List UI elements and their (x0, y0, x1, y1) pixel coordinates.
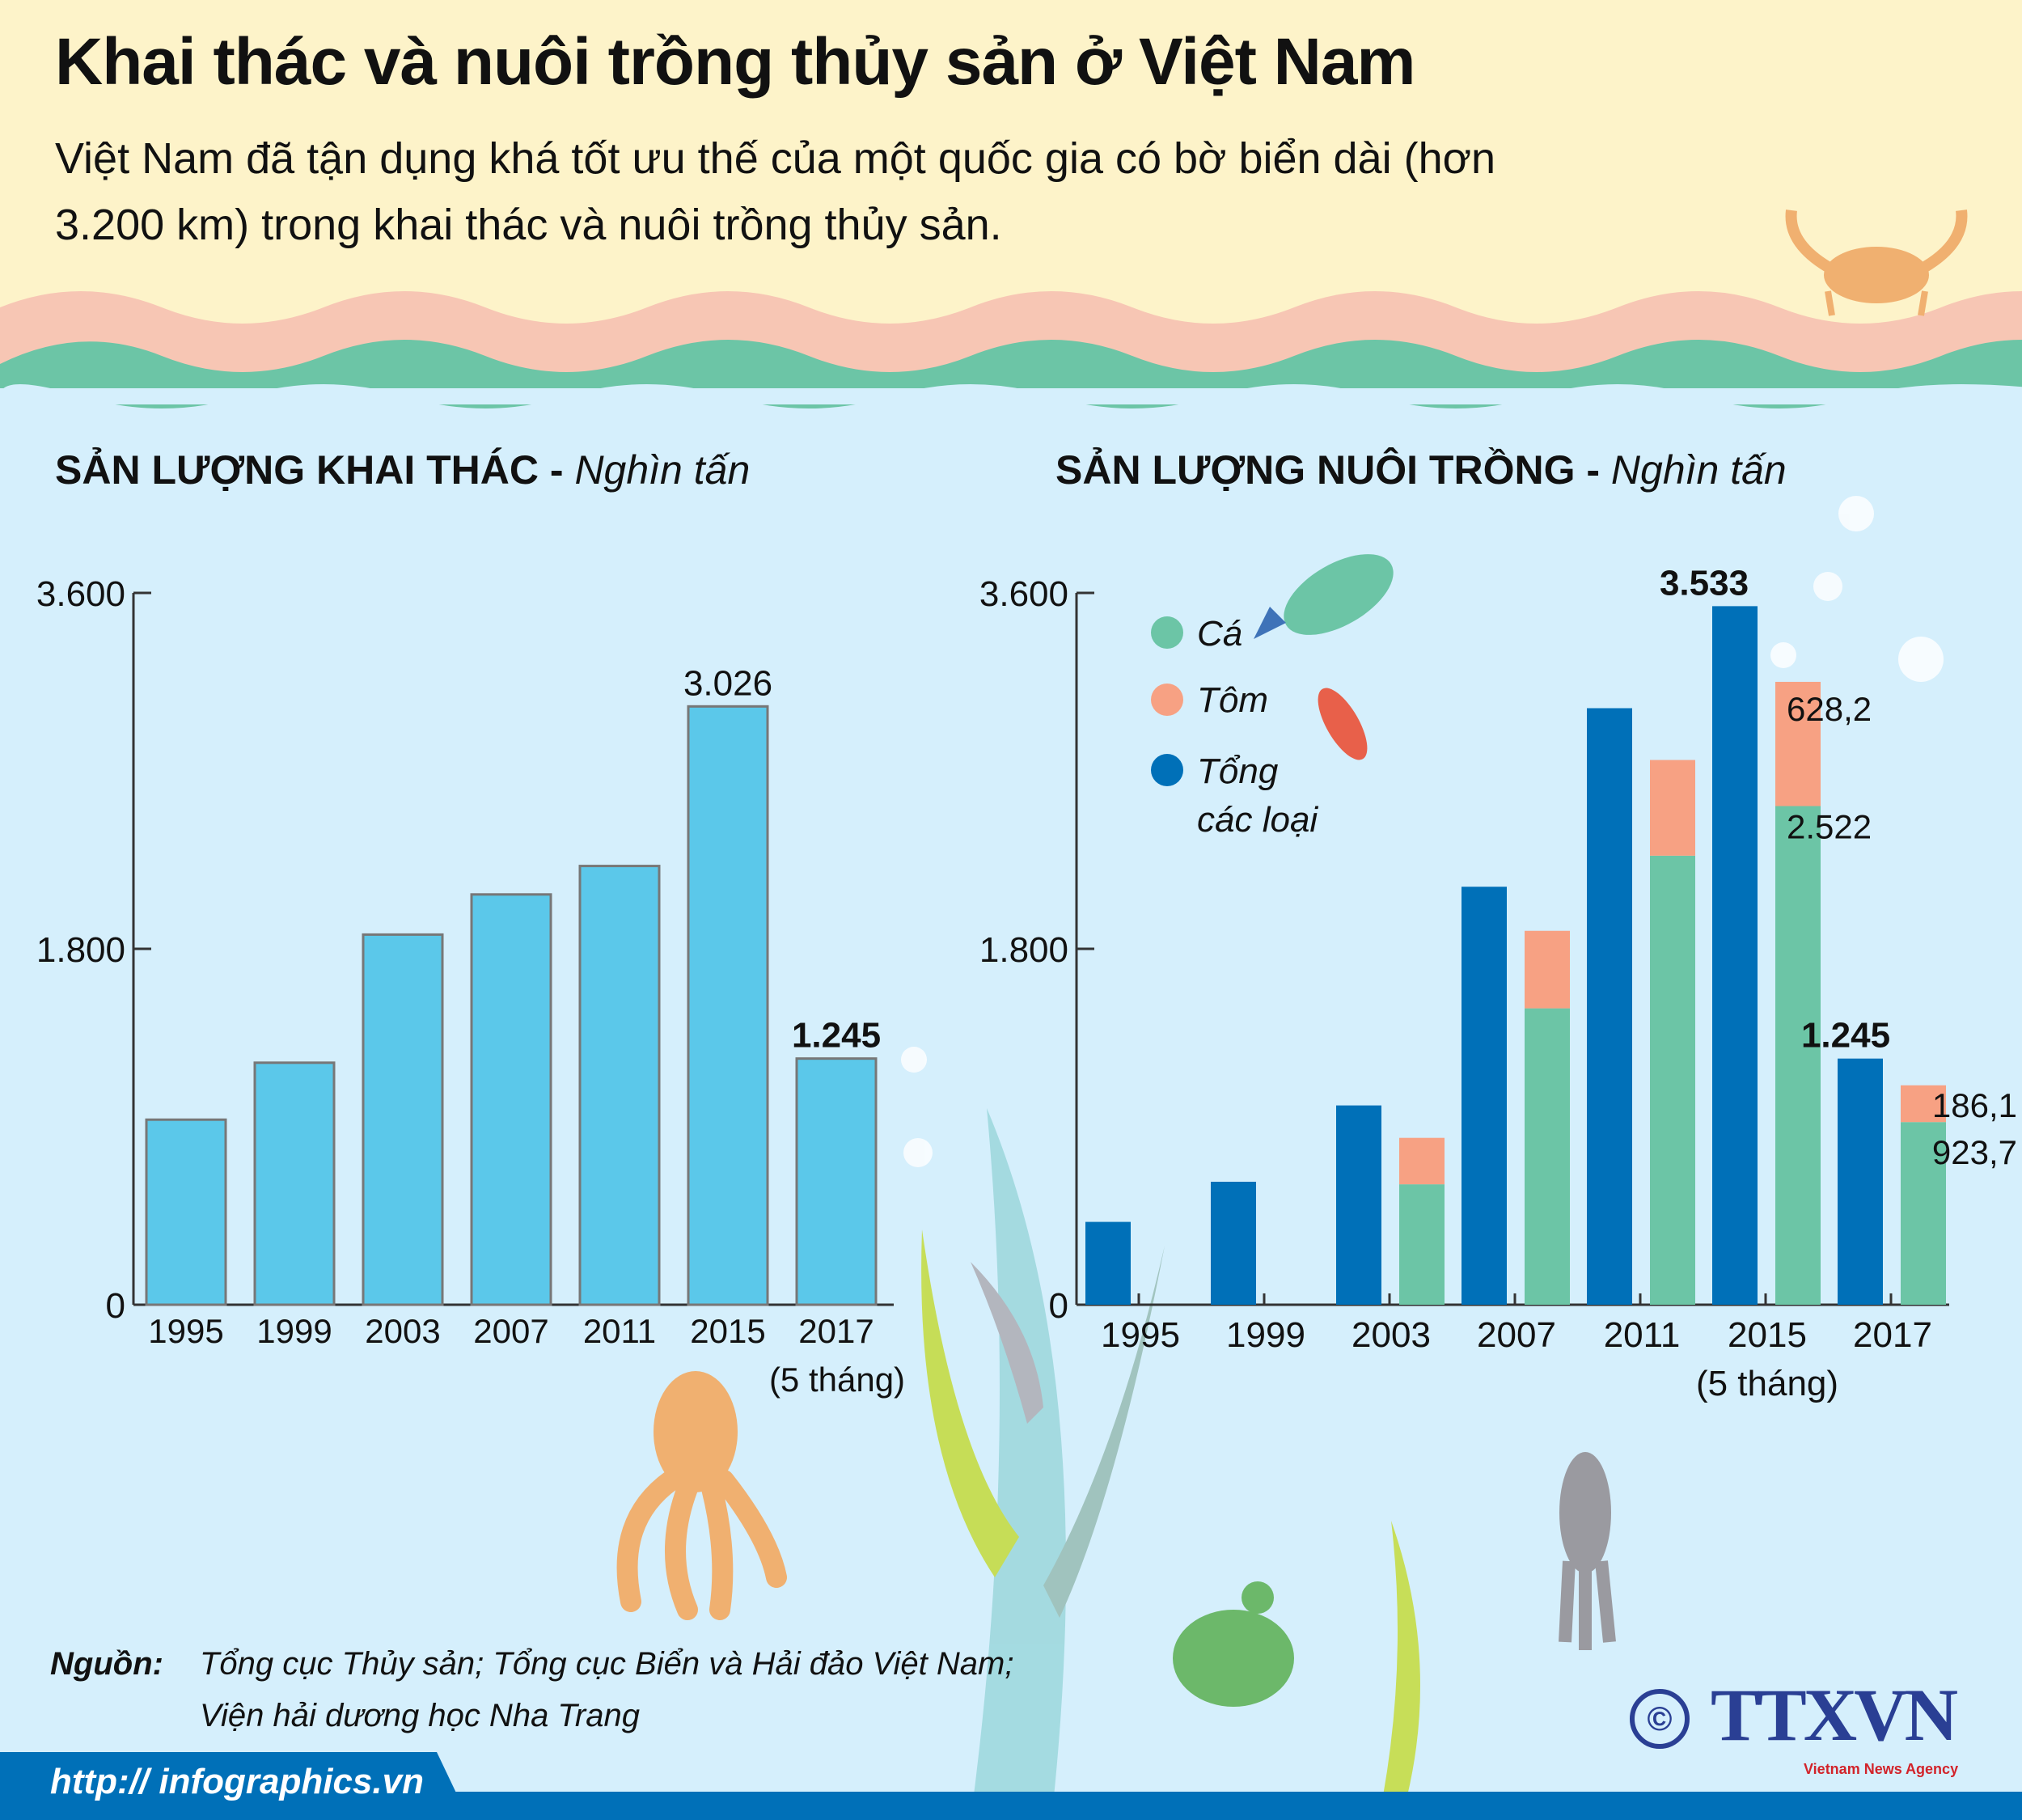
chart1-bar-2003 (362, 933, 444, 1306)
chart2-total-label-2017: 1.245 (1801, 1016, 1890, 1056)
turtle-icon (1173, 1581, 1294, 1707)
chart2-y-tick-label: 0 (1049, 1286, 1068, 1326)
chart1-x-label: 1999 (256, 1312, 332, 1350)
chart2-total-bar-2003 (1336, 1105, 1381, 1305)
chart2-tom-bar-2011 (1650, 760, 1695, 856)
chart1-bar-2011 (578, 865, 661, 1306)
chart2-unit: Nghìn tấn (1610, 447, 1787, 493)
fish-icon (1254, 554, 1394, 639)
chart2-y-tick-label: 1.800 (979, 930, 1068, 970)
header-background (0, 0, 2022, 340)
chart2-x-label: 2003 (1352, 1315, 1431, 1355)
legend-ca-label: Cá (1197, 614, 1242, 654)
chart2-total-bar-2017 (1838, 1058, 1883, 1305)
legend-ca-swatch (1151, 616, 1183, 649)
chart2-title-text: SẢN LƯỢNG NUÔI TRỒNG (1055, 447, 1576, 493)
chart1-bar-1999 (253, 1061, 336, 1306)
footer-tab (0, 1752, 469, 1820)
chart2-x-label: 1995 (1101, 1315, 1180, 1355)
chart2-x-label: 2017 (1853, 1315, 1932, 1355)
chart2-ca-bar-2007 (1525, 1008, 1570, 1305)
chart2-tom-label-2015: 628,2 (1787, 690, 1872, 728)
chart2-ca-bar-2015 (1775, 806, 1821, 1305)
page-subtitle: Việt Nam đã tận dụng khá tốt ưu thế của … (55, 134, 1496, 249)
chart2-y-tick-label: 3.600 (979, 574, 1068, 614)
pink-wave (0, 291, 2022, 380)
chart1-title-text: SẢN LƯỢNG KHAI THÁC (55, 447, 539, 493)
chart1-x-label: 1995 (148, 1312, 223, 1350)
chart1-data-label: 1.245 (792, 1016, 881, 1056)
chart2-ca-label-2015: 2.522 (1787, 808, 1872, 846)
chart2-tom-bar-2007 (1525, 930, 1570, 1009)
octopus-icon (616, 1371, 787, 1620)
chart2-x-note: (5 tháng) (1696, 1364, 1838, 1403)
source-line-2: Viện hải dương học Nha Trang (200, 1698, 640, 1733)
chart2-title: SẢN LƯỢNG NUÔI TRỒNG - Nghìn tấn (1055, 447, 1787, 493)
chart1-x-label: 2017 (798, 1312, 874, 1350)
legend-tong-swatch (1151, 754, 1183, 786)
chart1-x-label: 2003 (365, 1312, 440, 1350)
chart2-x-label: 2007 (1477, 1315, 1556, 1355)
chart2-ca-bar-2017 (1901, 1122, 1946, 1305)
source-note: Nguồn: Tổng cục Thủy sản; Tổng cục Biển v… (50, 1638, 1013, 1742)
chart2-x-label: 1999 (1226, 1315, 1305, 1355)
legend-tom-label: Tôm (1197, 680, 1268, 720)
chart2-tom-bar-2003 (1399, 1137, 1445, 1185)
chart2-total-label-2015: 3.533 (1660, 563, 1749, 603)
chart2-x-label: 2011 (1604, 1315, 1681, 1355)
logo-name: TTXVN (1711, 1674, 1958, 1756)
chart2-ca-bar-2003 (1399, 1184, 1445, 1305)
chart1-x-note: (5 tháng) (769, 1361, 905, 1399)
legend-tom-swatch (1151, 684, 1183, 716)
lobster-icon (1318, 688, 1368, 760)
chart1-x-label: 2015 (690, 1312, 765, 1350)
chart1-bar-2007 (470, 893, 552, 1306)
chart2-tom-label-2017: 186,1 (1932, 1086, 2017, 1124)
chart2-ca-label-2017: 923,7 (1932, 1133, 2017, 1171)
legend-tong-label-2: các loại (1197, 800, 1318, 840)
chart2-x-label: 2015 (1728, 1315, 1807, 1355)
chart1-bar-2015 (687, 705, 769, 1306)
copyright-icon: © (1630, 1689, 1690, 1749)
chart2-total-bar-2015 (1712, 606, 1758, 1305)
crab-icon (1785, 210, 1968, 316)
chart1-unit: Nghìn tấn (574, 447, 751, 493)
legend-tong-label: Tổng (1197, 751, 1279, 791)
chart1-bar-2017 (795, 1057, 878, 1306)
source-label: Nguồn: (50, 1646, 163, 1682)
chart2-tom-bar-2017 (1901, 1085, 1946, 1123)
chart2-total-bar-2007 (1462, 887, 1507, 1305)
chart1-y-tick-label: 0 (106, 1286, 125, 1326)
chart1-x-label: 2007 (473, 1312, 548, 1350)
chart2-ca-bar-2011 (1650, 855, 1695, 1305)
chart1-y-tick-label: 3.600 (36, 574, 125, 614)
chart2-total-bar-2011 (1587, 708, 1632, 1305)
source-line-1: Tổng cục Thủy sản; Tổng cục Biển và Hải … (200, 1646, 1014, 1682)
squid-icon (1559, 1452, 1616, 1650)
chart2-total-bar-1999 (1211, 1181, 1256, 1305)
seaweed-icon (921, 1108, 1420, 1820)
page-title: Khai thác và nuôi trồng thủy sản ở Việt … (55, 25, 1415, 99)
chart1-title: SẢN LƯỢNG KHAI THÁC - Nghìn tấn (55, 447, 751, 493)
footer-url-link[interactable]: http:// infographics.vn (50, 1762, 424, 1801)
logo-agency: Vietnam News Agency (1804, 1761, 1959, 1777)
chart1-x-label: 2011 (583, 1312, 656, 1350)
chart2-tom-bar-2015 (1775, 681, 1821, 806)
chart2-total-bar-1995 (1085, 1221, 1131, 1305)
chart1-data-label: 3.026 (683, 663, 772, 703)
chart1-y-tick-label: 1.800 (36, 930, 125, 970)
chart1-bar-1995 (145, 1118, 227, 1306)
